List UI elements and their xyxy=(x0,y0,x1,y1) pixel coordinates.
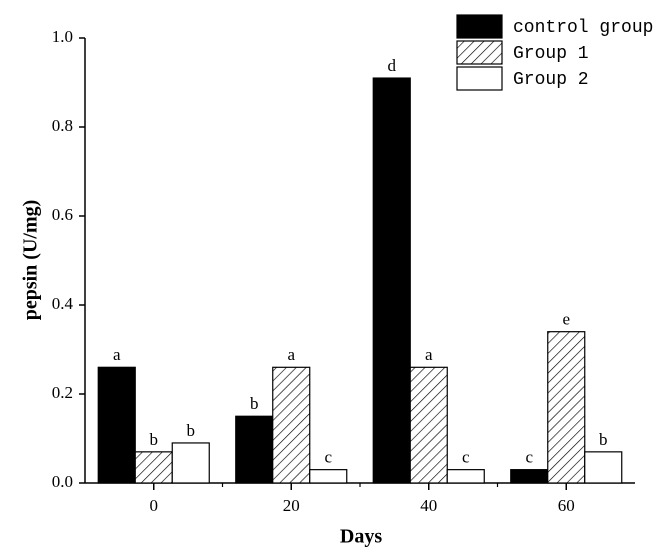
bar xyxy=(171,442,210,484)
bar xyxy=(272,366,311,484)
bar-annotation: a xyxy=(287,345,295,364)
x-tick-label: 60 xyxy=(558,496,575,515)
bar xyxy=(372,77,411,484)
y-tick-label: 1.0 xyxy=(52,27,73,46)
bar-annotation: c xyxy=(324,448,332,467)
bar xyxy=(235,415,274,484)
legend-label: Group 1 xyxy=(513,44,589,64)
bar xyxy=(309,469,348,484)
x-tick-label: 40 xyxy=(420,496,437,515)
y-tick-label: 0.6 xyxy=(52,205,73,224)
legend-swatch xyxy=(456,14,503,39)
y-tick-label: 0.0 xyxy=(52,472,73,491)
bar xyxy=(510,469,549,484)
legend-label: control group xyxy=(513,18,653,38)
bar xyxy=(547,331,586,484)
bar-annotation: a xyxy=(425,345,433,364)
x-tick-label: 20 xyxy=(283,496,300,515)
x-tick-label: 0 xyxy=(150,496,159,515)
bar-annotation: a xyxy=(113,345,121,364)
bar-annotation: c xyxy=(462,448,470,467)
bar-annotation: b xyxy=(150,430,159,449)
bar xyxy=(584,451,623,484)
bar-annotation: b xyxy=(250,394,259,413)
legend-swatch xyxy=(456,66,503,91)
bar-annotation: c xyxy=(525,448,533,467)
bar-annotation: b xyxy=(599,430,608,449)
y-axis-title: pepsin (U/mg) xyxy=(20,200,42,321)
bar-annotation: d xyxy=(388,56,397,75)
bar-annotation: e xyxy=(562,310,570,329)
bar xyxy=(409,366,448,484)
y-tick-label: 0.2 xyxy=(52,383,73,402)
x-axis-title: Days xyxy=(340,526,382,548)
bar-annotation: b xyxy=(187,421,196,440)
y-tick-label: 0.8 xyxy=(52,116,73,135)
legend-swatch xyxy=(456,40,503,65)
bar xyxy=(134,451,173,484)
bar xyxy=(97,366,136,484)
y-tick-label: 0.4 xyxy=(52,294,74,313)
legend-label: Group 2 xyxy=(513,70,589,90)
bar xyxy=(446,469,485,484)
